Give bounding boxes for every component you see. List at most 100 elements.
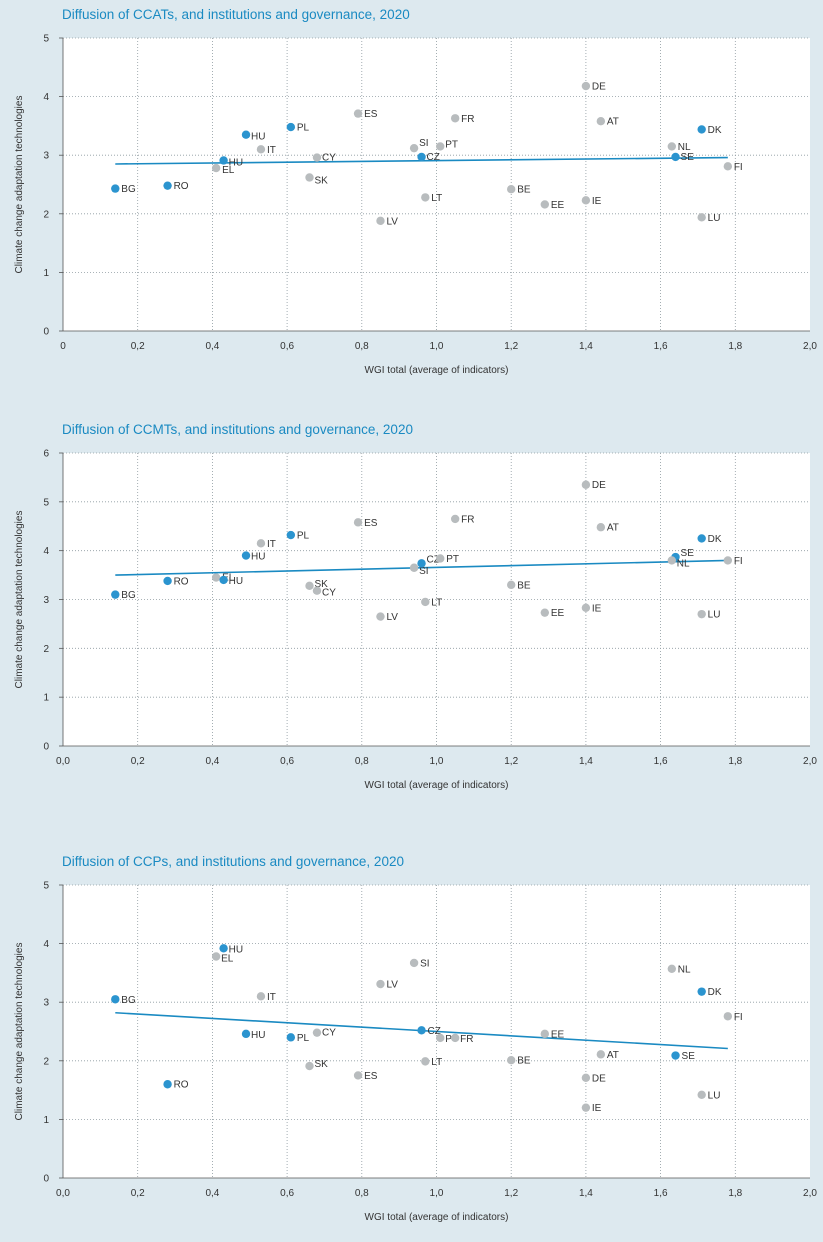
data-label-es: ES [364,1071,378,1082]
data-label-es: ES [364,518,378,529]
data-label-lt: LT [431,193,442,204]
data-point-cz [417,559,426,568]
data-point-lv [376,216,385,226]
data-point-se [671,1051,680,1060]
data-point-fr [450,114,460,123]
data-label-ee: EE [551,1029,565,1040]
x-tick-label: 0,6 [280,1188,294,1199]
y-tick-label: 5 [43,497,49,508]
data-point-dk [697,534,706,543]
data-label-el: EL [222,573,235,584]
chart-panel-ccps: Diffusion of CCPs, and institutions and … [0,847,823,1242]
data-label-pt: PT [446,554,459,565]
x-tick-label: 0,4 [205,756,219,767]
data-label-it: IT [267,145,276,156]
data-point-bg [111,184,120,193]
data-label-se: SE [681,152,695,163]
data-label-ro: RO [174,1080,189,1091]
data-point-cy [312,586,322,595]
y-tick-label: 5 [43,34,49,45]
data-label-lv: LV [386,980,398,991]
y-axis-title: Climate change adaptation technologies [14,511,25,689]
data-point-at [596,523,606,532]
data-label-nl: NL [677,558,690,569]
data-point-pt [436,554,445,563]
x-tick-label: 1,8 [728,1188,742,1199]
data-point-at [596,1050,606,1059]
data-point-lu [697,1090,706,1099]
data-label-lu: LU [708,1090,721,1101]
data-label-de: DE [592,1073,606,1084]
y-axis-title: Climate change adaptation technologies [14,96,25,274]
data-point-cy [312,1028,322,1037]
data-point-dk [697,125,706,134]
data-label-pl: PL [297,1033,310,1044]
data-point-es [353,1071,363,1080]
data-point-se [671,152,680,162]
data-label-be: BE [517,185,531,196]
chart-title: Diffusion of CCPs, and institutions and … [62,854,404,869]
data-point-be [507,1056,516,1065]
data-point-es [353,518,363,527]
data-point-ie [581,1103,591,1112]
x-tick-label: 1,8 [728,341,742,352]
x-tick-label: 0,2 [131,756,145,767]
data-label-at: AT [607,523,619,534]
data-point-si [409,958,419,968]
x-tick-label: 2,0 [803,756,817,767]
y-tick-label: 4 [43,546,49,557]
data-label-se: SE [681,548,695,559]
y-tick-label: 2 [43,1056,49,1067]
chart-panel-ccats: Diffusion of CCATs, and institutions and… [0,0,823,395]
data-point-lu [697,213,706,222]
scatter-plot-ccps: 0,0 0,2 0,4 0,6 0,8 1,0 1,2 1,4 1,6 1,8 2,0 0 1 2 3 4 5 W… [14,881,817,1224]
data-point-pt [436,142,445,151]
data-point-it [256,145,266,154]
x-tick-label: 1,6 [654,756,668,767]
data-point-be [507,580,516,590]
data-label-dk: DK [708,125,722,136]
data-label-lt: LT [431,597,442,608]
data-point-cy [312,153,322,162]
data-point-lt [421,1057,430,1066]
data-label-el: EL [221,953,234,964]
data-label-nl: NL [678,142,691,153]
data-point-pl [286,530,296,540]
data-label-at: AT [607,1050,619,1061]
x-tick-label: 1,2 [504,756,518,767]
data-point-de [581,81,591,91]
x-tick-label: 0,6 [280,341,294,352]
data-point-fr [450,1033,460,1043]
data-point-si [409,563,419,572]
data-label-lu: LU [708,213,721,224]
data-point-fr [450,514,460,524]
data-label-ro: RO [174,576,189,587]
data-label-it: IT [267,992,276,1003]
data-point-de [581,1073,591,1082]
data-point-sk [305,581,314,591]
data-point-at [596,117,606,126]
data-point-it [256,992,266,1001]
x-tick-label: 1,0 [430,341,444,352]
data-label-it: IT [267,539,276,550]
x-tick-label: 0,4 [205,341,219,352]
x-tick-label: 1,4 [579,341,593,352]
x-tick-label: 1,2 [504,341,518,352]
data-point-lt [421,193,430,202]
data-label-ee: EE [551,608,565,619]
data-point-lv [376,979,385,989]
data-point-lt [421,597,430,607]
data-point-be [507,184,516,194]
data-label-lt: LT [431,1057,442,1068]
chart-panel-ccmts: Diffusion of CCMTs, and institutions and… [0,415,823,810]
data-label-fi: FI [734,556,743,567]
data-label-lv: LV [386,216,398,227]
y-tick-label: 1 [43,268,49,279]
data-point-ee [540,608,550,617]
data-label-hu: HU [251,1030,265,1041]
x-axis-title: WGI total (average of indicators) [365,365,509,376]
data-label-pl: PL [297,531,310,542]
y-tick-label: 2 [43,209,49,220]
data-label-ie: IE [592,196,602,207]
x-tick-label: 0,8 [355,341,369,352]
